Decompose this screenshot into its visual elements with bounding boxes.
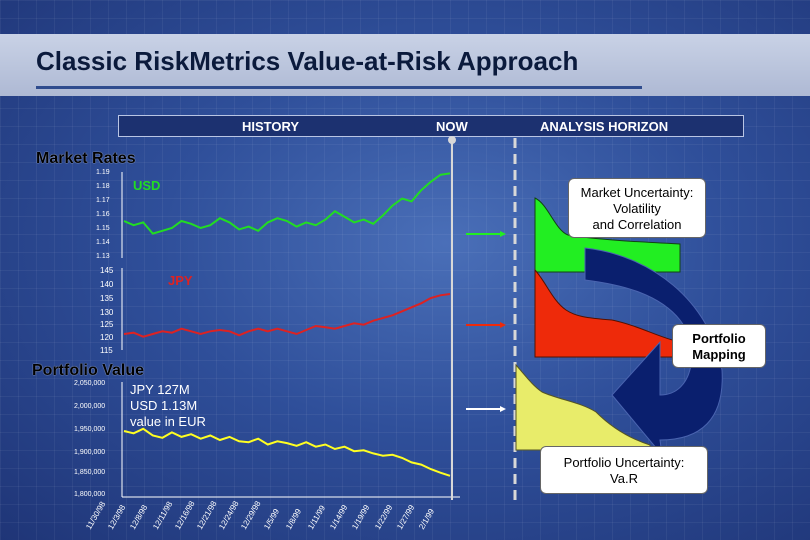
portfolio-mapping-line: Mapping (692, 347, 746, 362)
usd-tick: 1.14 (96, 239, 110, 246)
portfolio-tick: 1,850,000 (74, 469, 106, 476)
portfolio-uncertainty-box: Portfolio Uncertainty: Va.R (540, 446, 708, 494)
portfolio-value-label: Portfolio Value (32, 362, 145, 379)
usd-series-label: USD (133, 178, 161, 193)
jpy-distribution-shape (534, 268, 681, 358)
usd-tick: 1.19 (96, 169, 110, 176)
analysis-horizon-label: ANALYSIS HORIZON (540, 119, 669, 134)
portfolio-tick: 1,950,000 (74, 426, 106, 433)
market-uncertainty-box: Market Uncertainty: Volatility and Corre… (568, 178, 706, 238)
market-rates-label: Market Rates (36, 150, 136, 167)
usd-tick: 1.17 (96, 197, 110, 204)
portfolio-arrow (466, 406, 506, 412)
portfolio-tick: 1,900,000 (74, 449, 106, 456)
portfolio-uncertainty-line: Va.R (610, 471, 638, 486)
portfolio-tick: 2,000,000 (74, 403, 106, 410)
history-label: HISTORY (242, 119, 300, 134)
jpy-series-line (123, 293, 451, 338)
portfolio-distribution-shape (515, 363, 651, 451)
market-uncertainty-line: Market Uncertainty: (580, 185, 694, 200)
legend-value-in-eur: value in EUR (130, 414, 206, 429)
page-title: Classic RiskMetrics Value-at-Risk Approa… (36, 46, 579, 76)
usd-tick: 1.16 (96, 211, 110, 218)
portfolio-uncertainty-line: Portfolio Uncertainty: (563, 455, 685, 470)
portfolio-mapping-box: Portfolio Mapping (672, 324, 766, 368)
usd-tick: 1.13 (96, 253, 110, 260)
title-underline (36, 86, 642, 89)
portfolio-tick: 2,050,000 (74, 380, 106, 387)
jpy-tick: 145 (100, 266, 114, 275)
timeline-bar (118, 115, 744, 137)
title-bar (0, 34, 810, 96)
market-uncertainty-line: Volatility (613, 201, 661, 216)
jpy-tick: 115 (100, 346, 113, 355)
jpy-series-label: JPY (168, 273, 193, 288)
portfolio-tick: 1,800,000 (74, 491, 106, 498)
legend-usd: USD 1.13M (130, 398, 198, 413)
now-label: NOW (436, 119, 468, 134)
now-marker (448, 136, 456, 144)
usd-tick: 1.15 (96, 225, 110, 232)
portfolio-legend: JPY 127M USD 1.13M value in EUR (130, 382, 206, 430)
jpy-tick: 130 (100, 308, 114, 317)
jpy-tick: 120 (100, 333, 114, 342)
jpy-tick: 125 (100, 320, 114, 329)
usd-series-line (123, 172, 451, 235)
legend-jpy: JPY 127M (130, 382, 190, 397)
portfolio-mapping-line: Portfolio (692, 331, 746, 346)
jpy-tick: 140 (100, 280, 114, 289)
jpy-tick: 135 (100, 294, 114, 303)
jpy-arrow (466, 322, 506, 328)
portfolio-series-line (123, 427, 451, 477)
usd-tick: 1.18 (96, 183, 110, 190)
market-uncertainty-line: and Correlation (592, 217, 682, 232)
usd-arrow (466, 231, 506, 237)
portfolio-mapping-arrow (584, 247, 723, 457)
